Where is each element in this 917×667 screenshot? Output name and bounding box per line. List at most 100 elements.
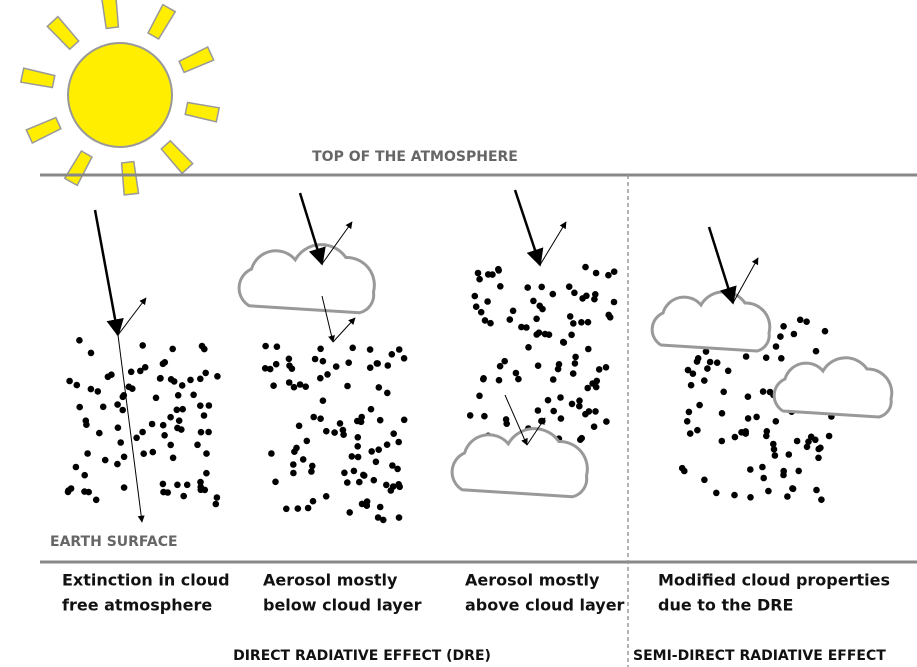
aerosol-particle — [127, 368, 135, 376]
aerosol-particle — [731, 433, 739, 441]
aerosol-particle — [346, 509, 354, 516]
aerosol-particle — [174, 392, 182, 399]
aerosol-particle — [303, 437, 311, 445]
aerosol-particle — [466, 412, 474, 419]
group-label: SEMI-DIRECT RADIATIVE EFFECT — [633, 648, 886, 664]
aerosol-particle — [535, 329, 543, 337]
aerosol-particle — [197, 478, 204, 486]
aerosol-particle — [747, 494, 754, 501]
group-label: DIRECT RADIATIVE EFFECT (DRE) — [233, 648, 491, 664]
aerosol-particle — [96, 429, 103, 437]
scattered-ray — [539, 221, 567, 266]
reflected-ray — [321, 221, 353, 265]
incoming-ray — [298, 192, 326, 266]
aerosol-particle — [576, 402, 583, 410]
aerosol-particle — [477, 308, 485, 316]
aerosol-particle — [579, 295, 586, 302]
aerosol-particle — [803, 318, 810, 326]
sun-ray — [160, 139, 194, 175]
aerosol-particle — [363, 502, 371, 510]
aerosol-particle — [114, 460, 121, 468]
aerosol-particle — [766, 388, 774, 396]
aerosol-particle — [76, 337, 83, 344]
aerosol-particle — [474, 269, 482, 277]
aerosol-particle — [270, 382, 277, 390]
aerosol-particle — [203, 450, 210, 457]
caption: above cloud layer — [465, 596, 625, 615]
aerosol-particle — [205, 428, 212, 436]
aerosol-particle — [694, 426, 701, 434]
aerosol-particle — [141, 364, 149, 371]
aerosol-particle — [366, 364, 374, 372]
aerosol-particle — [812, 347, 820, 355]
aerosol-particle — [194, 441, 201, 449]
sun-ray — [101, 0, 120, 30]
aerosol-particle — [159, 480, 167, 488]
aerosol-particle — [332, 363, 340, 370]
aerosol-particle — [744, 393, 752, 401]
aerosol-particle — [684, 366, 692, 374]
aerosol-particle — [286, 362, 293, 370]
aerosol-particle — [718, 410, 726, 417]
aerosol-particle — [780, 323, 787, 330]
aerosol-particle — [571, 289, 578, 297]
aerosol-particle — [99, 403, 107, 411]
reflected-ray — [732, 257, 759, 304]
aerosol-particle — [760, 474, 767, 482]
aerosol-particle — [795, 467, 802, 475]
aerosol-particle — [319, 357, 327, 365]
sun-ray — [120, 160, 140, 196]
aerosol-particle — [523, 324, 530, 331]
aerosol-particle — [356, 478, 363, 486]
aerosol-particle — [101, 456, 109, 464]
aerosol-particle — [344, 479, 351, 486]
aerosol-particle — [205, 402, 213, 409]
aerosol-particle — [592, 269, 600, 277]
aerosol-particle — [780, 471, 787, 479]
aerosol-particle — [742, 353, 750, 360]
aerosol-particle — [495, 265, 502, 273]
aerosol-particle — [173, 406, 181, 414]
aerosol-particle — [133, 434, 140, 442]
aerosol-particle — [183, 481, 191, 489]
aerosol-particle — [610, 268, 618, 276]
aerosol-particle — [354, 453, 362, 461]
aerosol-particle — [375, 446, 383, 454]
aerosol-particle — [84, 450, 91, 457]
aerosol-particle — [765, 487, 772, 495]
aerosol-particle — [570, 320, 577, 327]
aerosol-particle — [388, 351, 396, 358]
aerosol-particle — [290, 469, 297, 477]
aerosol-particle — [472, 303, 480, 311]
aerosol-particle — [534, 362, 542, 370]
aerosol-particle — [395, 514, 403, 521]
aerosol-particle — [506, 316, 514, 323]
aerosol-particle — [309, 462, 316, 470]
aerosol-particle — [296, 381, 304, 388]
transmitted-ray — [504, 394, 528, 446]
aerosol-particle — [178, 382, 186, 389]
aerosol-particle — [582, 410, 589, 418]
aerosol-particle — [572, 353, 579, 361]
aerosol-particle — [114, 401, 121, 408]
aerosol-particle — [530, 297, 537, 305]
aerosol-particle — [582, 263, 589, 271]
aerosol-particle — [813, 486, 820, 494]
aerosol-particle — [120, 484, 128, 491]
aerosol-particle — [394, 465, 401, 473]
aerosol-particle — [585, 345, 592, 353]
aerosol-particle — [161, 359, 169, 366]
aerosol-particle — [686, 430, 694, 437]
aerosol-particle — [180, 492, 187, 500]
aerosol-particle — [518, 323, 525, 331]
aerosol-particle — [67, 485, 75, 492]
aerosol-particle — [701, 377, 708, 384]
caption: Modified cloud properties — [658, 571, 890, 590]
aerosol-particle — [701, 476, 708, 484]
cloud — [650, 290, 772, 353]
aerosol-particle — [357, 418, 365, 426]
aerosol-particle — [81, 488, 88, 495]
sun-ray — [63, 149, 93, 187]
aerosol-particle — [125, 383, 133, 391]
